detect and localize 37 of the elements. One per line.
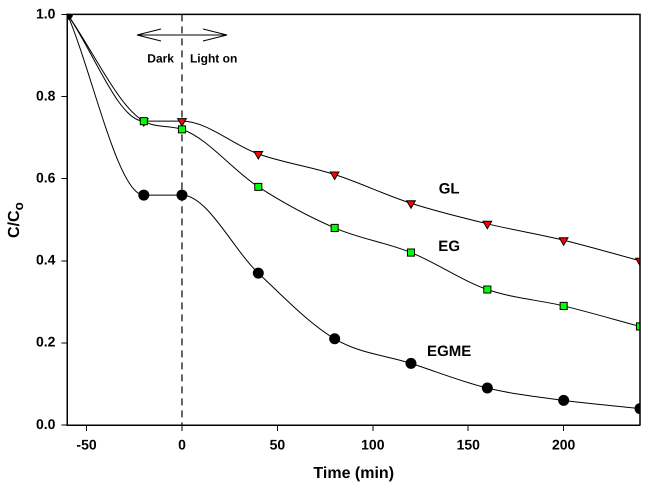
y-tick-label: 1.0 xyxy=(36,5,56,22)
y-tick-label: 0.8 xyxy=(36,87,56,104)
point xyxy=(482,220,492,230)
point xyxy=(138,190,150,201)
x-tick-label: 50 xyxy=(270,436,286,452)
point xyxy=(406,200,416,209)
series-label: GL xyxy=(438,180,460,198)
point xyxy=(406,248,416,257)
point xyxy=(254,182,262,191)
x-tick-label: -50 xyxy=(76,436,97,452)
annotation: Light on xyxy=(190,52,238,66)
point xyxy=(560,302,568,310)
point xyxy=(558,394,570,406)
point xyxy=(176,190,188,201)
point xyxy=(252,268,264,279)
point xyxy=(405,358,416,369)
point xyxy=(253,151,264,160)
x-axis-title: Time (min) xyxy=(313,464,394,482)
point xyxy=(178,125,186,134)
y-tick-label: 0.4 xyxy=(36,252,56,268)
point xyxy=(483,285,492,294)
x-tick-label: 0 xyxy=(178,436,186,452)
annotation: Dark xyxy=(147,52,174,66)
y-tick-label: 0.2 xyxy=(36,334,56,350)
y-tick-label: 0.0 xyxy=(36,416,56,432)
point xyxy=(558,237,568,246)
point xyxy=(482,382,493,394)
point xyxy=(330,224,339,232)
x-tick-label: 200 xyxy=(552,436,576,452)
x-tick-label: 100 xyxy=(361,436,385,452)
series-label: EG xyxy=(438,238,460,256)
point xyxy=(330,172,340,180)
y-tick-label: 0.6 xyxy=(36,170,56,186)
x-tick-label: 150 xyxy=(456,436,480,452)
series-label: EGME xyxy=(427,342,472,360)
point xyxy=(177,118,187,127)
point xyxy=(329,333,340,344)
